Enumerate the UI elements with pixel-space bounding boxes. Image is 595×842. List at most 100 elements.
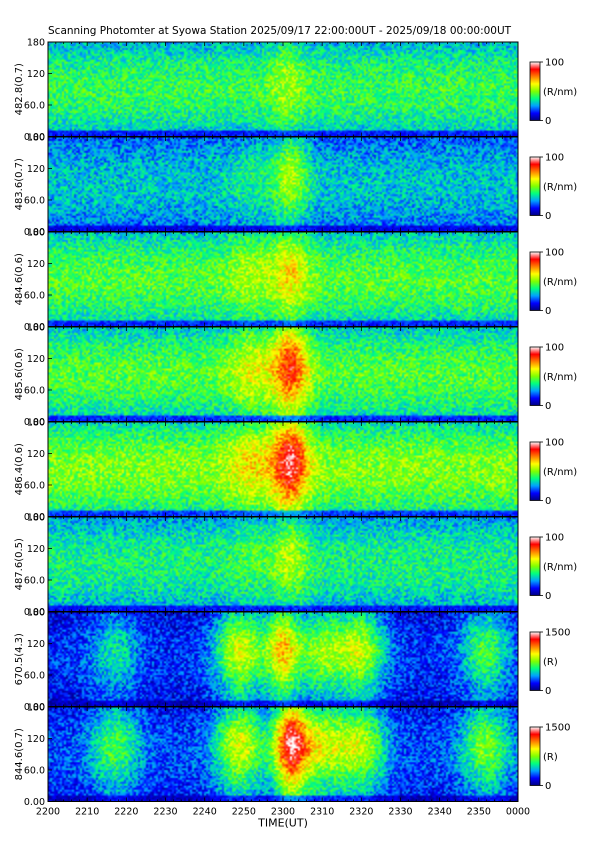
colorbar-label: (R/nm) [543,87,577,98]
x-tick-label: 2330 [388,807,412,818]
panel-ylabel: 487.6(0.5) [14,538,25,590]
y-tick-label: 0.00 [24,417,45,428]
x-tick-label: 2350 [467,807,491,818]
panel-1: 0.00 60.0 120 180 482.8(0.7) 0 100 (R/nm) [14,38,577,144]
y-tick-label: 180 [27,513,45,524]
colorbar-label: (R/nm) [543,372,577,383]
y-tick-label: 180 [27,323,45,334]
heatmap-2 [48,137,518,232]
colorbar-tick-label: 100 [545,533,564,544]
x-tick-label: 2300 [271,807,295,818]
x-tick-label: 2340 [428,807,452,818]
y-tick-label: 180 [27,228,45,239]
y-tick-label: 0.00 [24,512,45,523]
panel-ylabel: 485.6(0.6) [14,348,25,400]
colorbar [529,726,541,786]
panel-ylabel: 486.4(0.6) [14,443,25,495]
x-tick-label: 2250 [232,807,256,818]
colorbar-tick-label: 1500 [545,628,570,639]
x-tick-label: 2210 [75,807,99,818]
heatmap-5 [48,422,518,517]
colorbar-tick-label: 0 [545,306,551,317]
colorbar-label: (R/nm) [543,467,577,478]
y-tick-label: 180 [27,608,45,619]
x-tick-label: 2320 [349,807,373,818]
panel-ylabel: 670.5(4.3) [14,633,25,685]
x-tick-label: 2200 [36,807,60,818]
panel-ylabel: 844.6(0.7) [14,728,25,780]
colorbar [529,156,541,216]
heatmap-3 [48,232,518,327]
x-tick-label: 0000 [506,807,530,818]
y-tick-label: 60.0 [24,766,45,777]
x-tick-label: 2310 [310,807,334,818]
colorbar [529,251,541,311]
colorbar-label: (R/nm) [543,182,577,193]
colorbar-tick-label: 0 [545,686,551,697]
colorbar-tick-label: 100 [545,58,564,69]
y-tick-label: 60.0 [24,101,45,112]
y-tick-label: 120 [27,449,45,460]
heatmap-8 [48,707,518,802]
chart-title: Scanning Photomter at Syowa Station 2025… [48,25,512,37]
y-tick-label: 0.00 [24,702,45,713]
y-tick-label: 60.0 [24,481,45,492]
panel-7: 0.00 60.0 120 180 670.5(4.3) 0 1500 (R) [14,608,570,714]
y-tick-label: 120 [27,164,45,175]
colorbar [529,631,541,691]
colorbar-label: (R) [543,752,558,763]
y-tick-label: 0.00 [24,797,45,808]
colorbar-tick-label: 0 [545,401,551,412]
y-tick-label: 180 [27,38,45,49]
colorbar [529,61,541,121]
panel-4: 0.00 60.0 120 180 485.6(0.6) 0 100 (R/nm) [14,323,577,429]
colorbar-tick-label: 0 [545,496,551,507]
colorbar-tick-label: 100 [545,248,564,259]
colorbar-tick-label: 100 [545,153,564,164]
x-tick-label: 2240 [193,807,217,818]
y-tick-label: 120 [27,69,45,80]
y-tick-label: 60.0 [24,196,45,207]
colorbar-tick-label: 100 [545,438,564,449]
panel-ylabel: 484.6(0.6) [14,253,25,305]
y-tick-label: 0.00 [24,227,45,238]
y-tick-label: 180 [27,418,45,429]
colorbar-label: (R) [543,657,558,668]
y-tick-label: 120 [27,544,45,555]
x-tick-label: 2220 [114,807,138,818]
colorbar-label: (R/nm) [543,277,577,288]
heatmap-6 [48,517,518,612]
heatmap-1 [48,42,518,137]
y-tick-label: 120 [27,734,45,745]
y-tick-label: 180 [27,133,45,144]
x-tick-label: 2230 [153,807,177,818]
panel-3: 0.00 60.0 120 180 484.6(0.6) 0 100 (R/nm) [14,228,577,334]
colorbar [529,536,541,596]
colorbar [529,441,541,501]
colorbar-label: (R/nm) [543,562,577,573]
colorbar-tick-label: 0 [545,116,551,127]
colorbar-tick-label: 100 [545,343,564,354]
heatmap-4 [48,327,518,422]
y-tick-label: 180 [27,703,45,714]
y-tick-label: 60.0 [24,386,45,397]
x-axis-label: TIME(UT) [257,817,308,830]
colorbar-tick-label: 0 [545,211,551,222]
y-tick-label: 60.0 [24,576,45,587]
colorbar-tick-label: 1500 [545,723,570,734]
colorbar-tick-label: 0 [545,781,551,792]
y-tick-label: 120 [27,259,45,270]
y-tick-label: 120 [27,354,45,365]
y-tick-label: 120 [27,639,45,650]
colorbar-tick-label: 0 [545,591,551,602]
y-tick-label: 60.0 [24,291,45,302]
y-tick-label: 0.00 [24,607,45,618]
panel-6: 0.00 60.0 120 180 487.6(0.5) 0 100 (R/nm) [14,513,577,619]
colorbar [529,346,541,406]
y-tick-label: 0.00 [24,322,45,333]
panel-5: 0.00 60.0 120 180 486.4(0.6) 0 100 (R/nm) [14,418,577,524]
panel-ylabel: 483.6(0.7) [14,158,25,210]
panel-2: 0.00 60.0 120 180 483.6(0.7) 0 100 (R/nm) [14,133,577,239]
y-tick-label: 60.0 [24,671,45,682]
